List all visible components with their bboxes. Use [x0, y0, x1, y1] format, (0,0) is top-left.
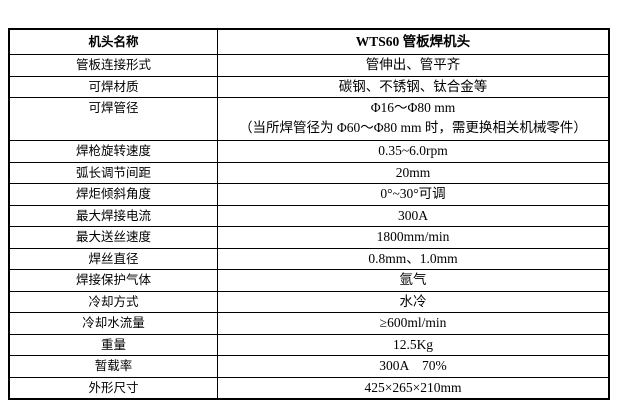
spec-label: 外形尺寸: [8, 376, 218, 400]
spec-label: 焊枪旋转速度: [8, 140, 218, 163]
table-row: 可焊管径 Φ16～Φ80 mm （当所焊管径为 Φ60～Φ80 mm 时，需更换相关…: [8, 97, 610, 141]
spec-label: 管板连接形式: [8, 54, 218, 77]
table-row: 焊丝直径 0.8mm、1.0mm: [8, 247, 610, 270]
spec-value: 0.8mm、1.0mm: [217, 247, 610, 270]
table-row: 冷却水流量 ≥600ml/min: [8, 312, 610, 335]
spec-value-note: （当所焊管径为 Φ60～Φ80 mm 时，需更换相关机械零件）: [239, 120, 587, 135]
table-header-row: 机头名称 WTS60 管板焊机头: [8, 28, 610, 55]
spec-value: 0.35~6.0rpm: [217, 140, 610, 163]
spec-value: 12.5Kg: [217, 333, 610, 356]
table-row: 管板连接形式 管伸出、管平齐: [8, 54, 610, 77]
table-row: 弧长调节间距 20mm: [8, 161, 610, 184]
spec-value: 碳钢、不锈钢、钛合金等: [217, 75, 610, 98]
spec-value: 20mm: [217, 161, 610, 184]
header-label: 机头名称: [8, 28, 218, 55]
table-row: 最大焊接电流 300A: [8, 204, 610, 227]
spec-value: 0°~30°可调: [217, 183, 610, 206]
table-row: 焊炬倾斜角度 0°~30°可调: [8, 183, 610, 206]
spec-value: Φ16～Φ80 mm （当所焊管径为 Φ60～Φ80 mm 时，需更换相关机械零件…: [217, 97, 610, 141]
spec-label: 可焊管径: [8, 97, 218, 141]
spec-value: 1800mm/min: [217, 226, 610, 249]
table-row: 暂载率 300A 70%: [8, 355, 610, 378]
table-row: 可焊材质 碳钢、不锈钢、钛合金等: [8, 75, 610, 98]
spec-label: 最大送丝速度: [8, 226, 218, 249]
spec-value: 氩气: [217, 269, 610, 292]
spec-label: 弧长调节间距: [8, 161, 218, 184]
spec-label: 冷却方式: [8, 290, 218, 313]
spec-table: 机头名称 WTS60 管板焊机头 管板连接形式 管伸出、管平齐 可焊材质 碳钢、不锈钢…: [8, 28, 610, 400]
spec-value: 300A 70%: [217, 355, 610, 378]
table-row: 最大送丝速度 1800mm/min: [8, 226, 610, 249]
table-row: 冷却方式 水冷: [8, 290, 610, 313]
spec-value: 水冷: [217, 290, 610, 313]
table-row: 焊接保护气体 氩气: [8, 269, 610, 292]
spec-label: 焊接保护气体: [8, 269, 218, 292]
spec-label: 焊炬倾斜角度: [8, 183, 218, 206]
spec-label: 重量: [8, 333, 218, 356]
spec-value: 425×265×210mm: [217, 376, 610, 400]
spec-value: 300A: [217, 204, 610, 227]
spec-label: 焊丝直径: [8, 247, 218, 270]
spec-value: 管伸出、管平齐: [217, 54, 610, 77]
spec-value: ≥600ml/min: [217, 312, 610, 335]
spec-value-main: Φ16～Φ80 mm: [370, 100, 456, 115]
table-row: 外形尺寸 425×265×210mm: [8, 376, 610, 400]
spec-label: 冷却水流量: [8, 312, 218, 335]
spec-label: 可焊材质: [8, 75, 218, 98]
table-row: 重量 12.5Kg: [8, 333, 610, 356]
spec-label: 最大焊接电流: [8, 204, 218, 227]
header-value: WTS60 管板焊机头: [217, 28, 610, 55]
spec-label: 暂载率: [8, 355, 218, 378]
table-row: 焊枪旋转速度 0.35~6.0rpm: [8, 140, 610, 163]
